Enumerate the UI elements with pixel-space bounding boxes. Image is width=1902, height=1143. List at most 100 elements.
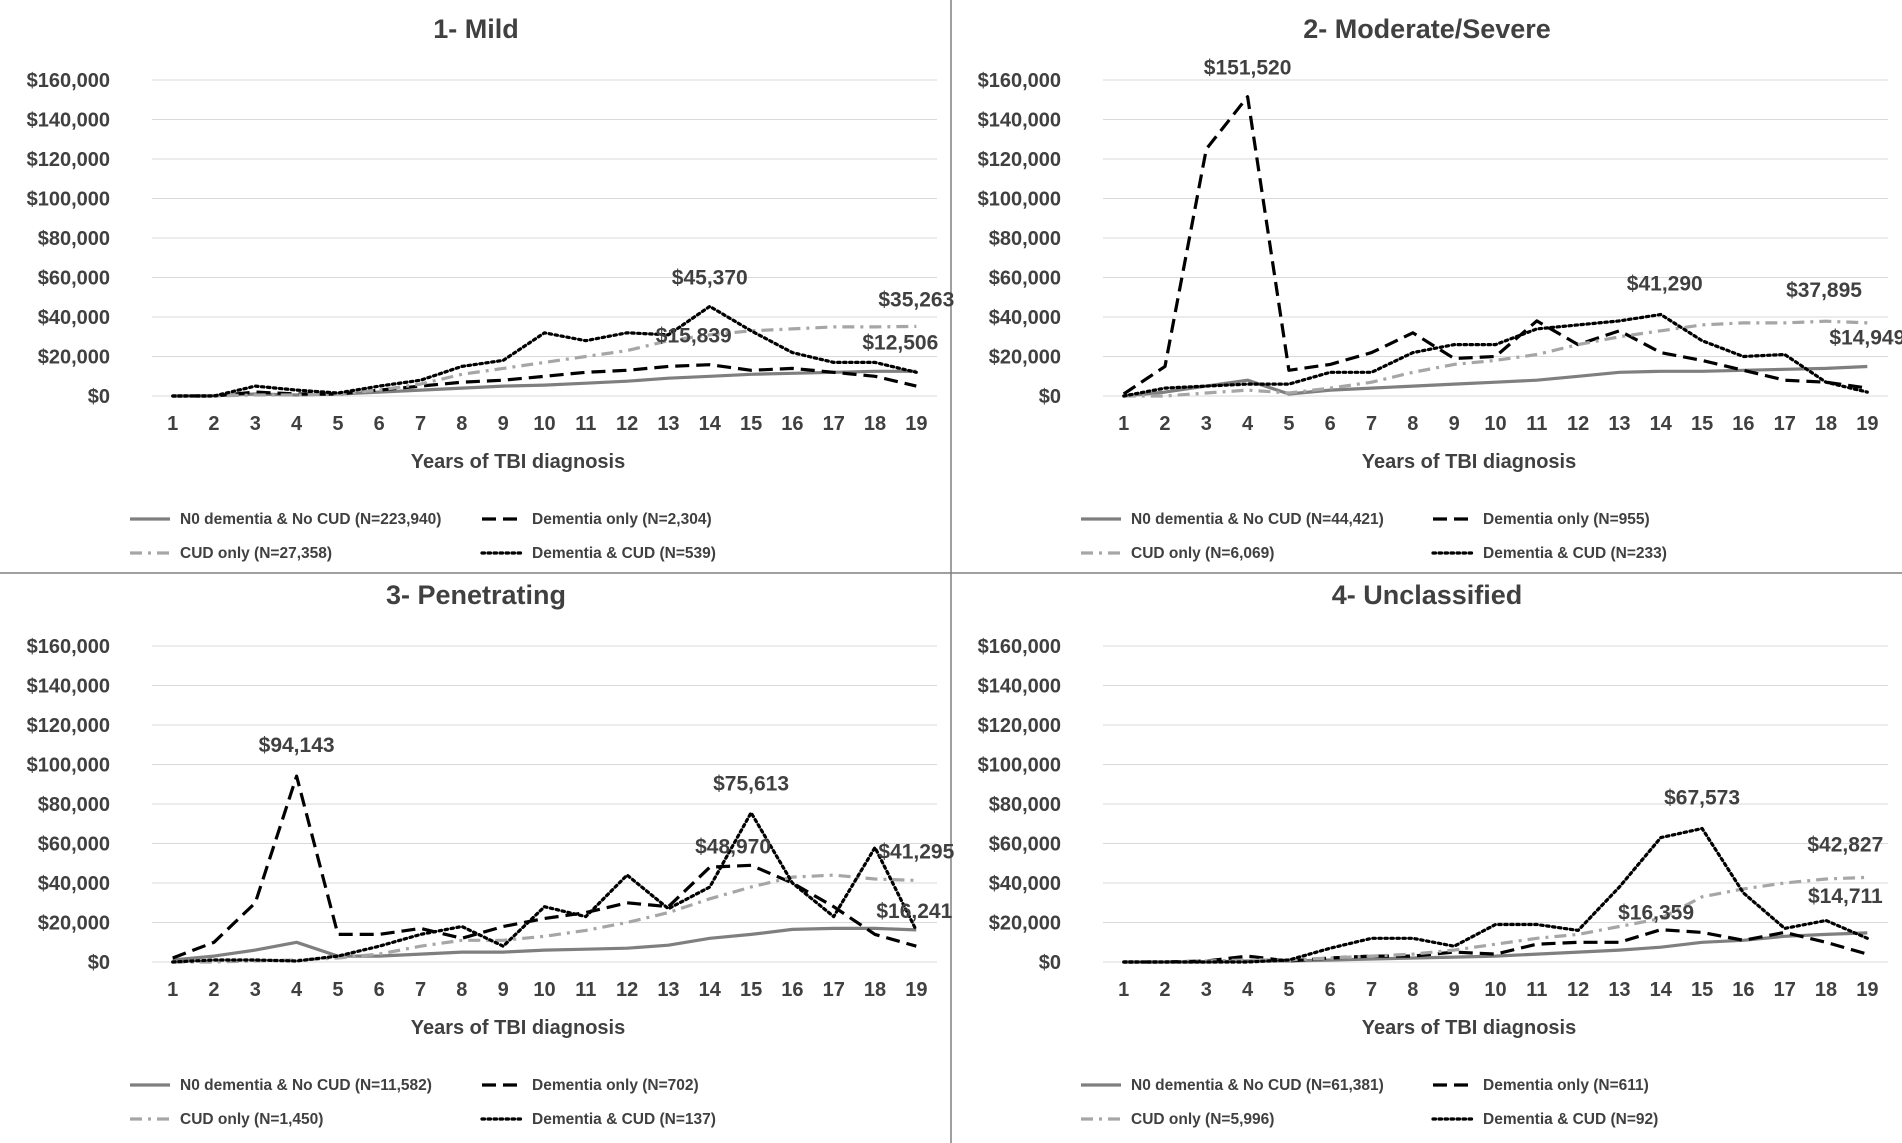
x-tick-label: 5 [332, 979, 343, 1001]
x-tick-label: 13 [657, 979, 679, 1001]
series-line-dementia-and-cud [1122, 826, 1869, 964]
legend-label: CUD only (N=5,996) [1131, 1111, 1274, 1128]
x-tick-label: 6 [1325, 979, 1336, 1001]
series-line-no-dementia-no-cud [172, 926, 917, 962]
x-tick-label: 11 [1526, 413, 1547, 435]
x-tick-label: 4 [1242, 413, 1254, 435]
legend-label: Dementia & CUD (N=539) [532, 545, 716, 562]
x-tick-label: 18 [864, 979, 886, 1001]
x-tick-label: 13 [1608, 413, 1630, 435]
legend-label: Dementia & CUD (N=233) [1483, 545, 1667, 562]
data-label: $45,370 [672, 266, 748, 289]
series-line-dementia-only [172, 774, 917, 960]
panel-penetrating: 3- Penetrating $0 $20,000 $40,000 $60,000 $80… [27, 580, 955, 1128]
x-axis-label: Years of TBI diagnosis [1362, 1017, 1577, 1039]
x-tick-label: 1 [1118, 979, 1129, 1001]
series-line-dementia-only [1122, 95, 1868, 396]
x-tick-label: 14 [1650, 979, 1673, 1001]
legend-label: CUD only (N=6,069) [1131, 545, 1274, 562]
x-tick-label: 13 [1608, 979, 1630, 1001]
y-tick-label: $40,000 [989, 307, 1061, 329]
x-tick-label: 10 [533, 979, 555, 1001]
x-tick-label: 2 [208, 979, 219, 1001]
y-tick-label: $0 [88, 386, 110, 408]
y-tick-label: $40,000 [989, 873, 1061, 895]
data-label: $48,970 [695, 835, 771, 858]
x-tick-label: 10 [1484, 413, 1506, 435]
legend-label: N0 dementia & No CUD (N=11,582) [180, 1077, 432, 1094]
y-tick-label: $120,000 [27, 715, 110, 737]
data-label: $16,241 [876, 900, 952, 923]
legend-label: N0 dementia & No CUD (N=44,421) [1131, 511, 1384, 528]
x-tick-label: 4 [1242, 979, 1254, 1001]
data-label: $14,949 [1829, 326, 1902, 349]
x-tick-label: 17 [1774, 413, 1796, 435]
x-tick-label: 9 [1449, 413, 1460, 435]
x-axis-label: Years of TBI diagnosis [1362, 451, 1577, 473]
y-tick-label: $80,000 [989, 228, 1061, 250]
y-tick-label: $100,000 [27, 189, 110, 211]
x-tick-label: 19 [905, 979, 927, 1001]
x-tick-label: 12 [1567, 413, 1589, 435]
x-tick-label: 12 [1567, 979, 1589, 1001]
y-tick-label: $20,000 [989, 913, 1061, 935]
x-tick-label: 10 [1484, 979, 1506, 1001]
data-label: $16,359 [1618, 902, 1694, 925]
x-tick-label: 4 [291, 413, 303, 435]
y-tick-label: $160,000 [27, 70, 110, 92]
legend-label: CUD only (N=27,358) [180, 545, 332, 562]
y-tick-label: $40,000 [38, 873, 110, 895]
legend-label: Dementia only (N=955) [1483, 511, 1650, 528]
series-line-cud-only [172, 324, 917, 398]
y-tick-label: $60,000 [38, 268, 110, 290]
x-tick-label: 16 [1732, 413, 1754, 435]
y-tick-label: $120,000 [978, 149, 1061, 171]
x-tick-label: 12 [616, 413, 638, 435]
x-tick-label: 12 [616, 979, 638, 1001]
x-tick-label: 1 [167, 413, 178, 435]
data-label: $41,295 [878, 840, 954, 863]
y-tick-label: $80,000 [38, 794, 110, 816]
legend-label: Dementia & CUD (N=137) [532, 1111, 716, 1128]
x-tick-label: 10 [533, 413, 555, 435]
legend-label: Dementia only (N=2,304) [532, 511, 712, 528]
x-tick-label: 7 [1366, 979, 1377, 1001]
data-label: $41,290 [1627, 272, 1703, 295]
data-label: $42,827 [1807, 833, 1883, 856]
y-tick-label: $160,000 [978, 636, 1061, 658]
x-tick-label: 14 [699, 413, 722, 435]
series-line-dementia-and-cud [171, 304, 918, 398]
data-label: $151,520 [1204, 57, 1292, 80]
chart-title: 1- Mild [433, 14, 519, 44]
chart-title: 2- Moderate/Severe [1303, 14, 1551, 44]
y-tick-label: $140,000 [27, 676, 110, 698]
x-tick-label: 17 [1774, 979, 1796, 1001]
y-tick-label: $100,000 [978, 755, 1061, 777]
x-tick-label: 7 [1366, 413, 1377, 435]
y-tick-label: $160,000 [27, 636, 110, 658]
series-line-dementia-and-cud [1122, 312, 1869, 398]
x-tick-label: 7 [415, 979, 426, 1001]
x-tick-label: 8 [456, 413, 467, 435]
x-tick-label: 1 [167, 979, 178, 1001]
x-tick-label: 3 [1201, 979, 1212, 1001]
y-tick-label: $80,000 [38, 228, 110, 250]
x-tick-label: 6 [374, 979, 385, 1001]
panel-unclassified: 4- Unclassified $0 $20,000 $40,000 $60,000 $8… [978, 580, 1888, 1128]
x-tick-label: 8 [456, 979, 467, 1001]
series-line-cud-only [1123, 875, 1868, 964]
x-tick-label: 14 [699, 979, 722, 1001]
legend-label: CUD only (N=1,450) [180, 1111, 323, 1128]
x-tick-label: 15 [1691, 979, 1713, 1001]
series-line-no-dementia-no-cud [1123, 364, 1868, 398]
series-line-dementia-only [172, 363, 917, 398]
panel-moderate-severe: 2- Moderate/Severe $0 $20,000 $40,000 $60,00… [978, 14, 1902, 562]
data-label: $15,839 [656, 325, 732, 348]
x-tick-label: 7 [415, 413, 426, 435]
legend-label: Dementia only (N=702) [532, 1077, 699, 1094]
x-tick-label: 9 [1449, 979, 1460, 1001]
x-tick-label: 18 [864, 413, 886, 435]
y-tick-label: $140,000 [978, 676, 1061, 698]
legend-label: Dementia & CUD (N=92) [1483, 1111, 1658, 1128]
x-tick-label: 16 [1732, 979, 1754, 1001]
